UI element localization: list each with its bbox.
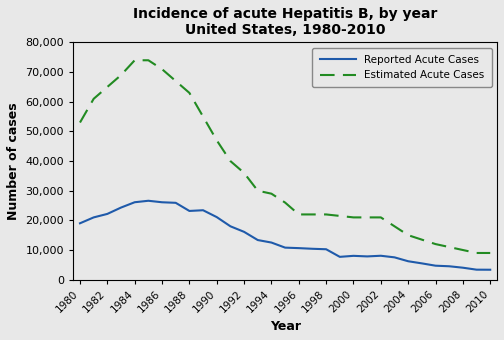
Reported Acute Cases [364, 254, 370, 258]
Estimated Acute Cases [159, 67, 165, 71]
Reported Acute Cases [104, 212, 110, 216]
Reported Acute Cases [309, 247, 316, 251]
Reported Acute Cases [77, 221, 83, 225]
Estimated Acute Cases [118, 73, 124, 77]
Reported Acute Cases [350, 254, 356, 258]
Estimated Acute Cases [132, 58, 138, 62]
Estimated Acute Cases [419, 238, 425, 242]
Estimated Acute Cases [392, 224, 398, 228]
Reported Acute Cases [269, 240, 275, 244]
Estimated Acute Cases [269, 192, 275, 196]
Reported Acute Cases [241, 230, 247, 234]
Reported Acute Cases [337, 255, 343, 259]
Reported Acute Cases [255, 238, 261, 242]
Reported Acute Cases [227, 224, 233, 228]
Estimated Acute Cases [227, 159, 233, 163]
Estimated Acute Cases [460, 248, 466, 252]
Reported Acute Cases [296, 246, 302, 250]
Reported Acute Cases [214, 215, 220, 219]
Title: Incidence of acute Hepatitis B, by year
United States, 1980-2010: Incidence of acute Hepatitis B, by year … [133, 7, 437, 37]
Estimated Acute Cases [487, 251, 493, 255]
Estimated Acute Cases [145, 58, 151, 62]
Reported Acute Cases [145, 199, 151, 203]
Estimated Acute Cases [214, 138, 220, 142]
Estimated Acute Cases [446, 245, 452, 249]
Estimated Acute Cases [432, 242, 438, 246]
Reported Acute Cases [378, 254, 384, 258]
Estimated Acute Cases [255, 189, 261, 193]
Estimated Acute Cases [91, 97, 97, 101]
Reported Acute Cases [323, 247, 329, 251]
Estimated Acute Cases [323, 212, 329, 217]
Estimated Acute Cases [350, 215, 356, 219]
Reported Acute Cases [186, 209, 193, 213]
Estimated Acute Cases [241, 171, 247, 175]
Legend: Reported Acute Cases, Estimated Acute Cases: Reported Acute Cases, Estimated Acute Ca… [312, 48, 492, 87]
Reported Acute Cases [487, 268, 493, 272]
Reported Acute Cases [405, 259, 411, 263]
Estimated Acute Cases [173, 79, 179, 83]
Estimated Acute Cases [200, 115, 206, 119]
Estimated Acute Cases [104, 85, 110, 89]
Reported Acute Cases [200, 208, 206, 212]
X-axis label: Year: Year [270, 320, 300, 333]
Estimated Acute Cases [186, 91, 193, 95]
Reported Acute Cases [419, 261, 425, 266]
Reported Acute Cases [432, 264, 438, 268]
Estimated Acute Cases [364, 215, 370, 219]
Reported Acute Cases [460, 266, 466, 270]
Reported Acute Cases [392, 255, 398, 259]
Reported Acute Cases [173, 201, 179, 205]
Reported Acute Cases [282, 245, 288, 250]
Estimated Acute Cases [77, 120, 83, 124]
Estimated Acute Cases [282, 201, 288, 205]
Estimated Acute Cases [337, 214, 343, 218]
Reported Acute Cases [474, 268, 480, 272]
Reported Acute Cases [132, 200, 138, 204]
Estimated Acute Cases [378, 215, 384, 219]
Line: Estimated Acute Cases: Estimated Acute Cases [80, 60, 490, 253]
Estimated Acute Cases [309, 212, 316, 217]
Estimated Acute Cases [296, 212, 302, 217]
Reported Acute Cases [91, 215, 97, 219]
Reported Acute Cases [118, 205, 124, 209]
Reported Acute Cases [446, 264, 452, 268]
Estimated Acute Cases [405, 233, 411, 237]
Line: Reported Acute Cases: Reported Acute Cases [80, 201, 490, 270]
Estimated Acute Cases [474, 251, 480, 255]
Y-axis label: Number of cases: Number of cases [7, 102, 20, 220]
Reported Acute Cases [159, 200, 165, 204]
